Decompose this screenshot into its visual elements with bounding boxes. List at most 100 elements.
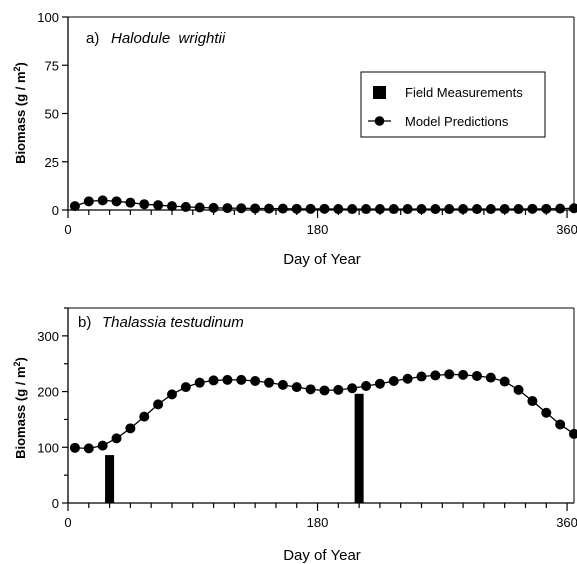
panel-b-model-point <box>166 389 177 400</box>
panel-a-model-point <box>222 203 233 214</box>
panel-b-model-point <box>541 407 552 418</box>
panel-b-model-point <box>319 385 330 396</box>
panel-b-model-point <box>527 396 538 407</box>
panel-b-model-point <box>471 370 482 381</box>
panel-a-y-tick-label: 0 <box>52 203 59 218</box>
panel-b-ylabel: Biomass (g / m2) <box>12 357 28 459</box>
panel-b-field-bar <box>354 393 364 503</box>
panel-b-marks: 0 100 200 300 0 180 360 <box>37 307 577 530</box>
panel-a-model-point <box>125 197 136 208</box>
panel-a-model-point <box>361 204 372 215</box>
panel-a-model-point <box>83 196 94 207</box>
panel-b-model-point <box>111 433 122 444</box>
panel-a-model-point <box>416 204 427 215</box>
panel-a-model-point <box>402 204 413 215</box>
panel-b-x-tick-label: 0 <box>64 515 71 530</box>
panel-a-model-point <box>555 203 566 214</box>
panel-b-model-point <box>402 373 413 384</box>
panel-a-model-point <box>430 204 441 215</box>
panel-b-model-point <box>264 377 275 388</box>
panel-a: 0 25 50 75 100 0 180 360 a) Halodule wrightii D… <box>12 10 577 268</box>
panel-a-ylabel-close: ) <box>13 62 28 66</box>
panel-b-model-point <box>291 382 302 393</box>
panel-a-xlabel: Day of Year <box>283 251 361 268</box>
panel-b-model-point <box>180 382 191 393</box>
panel-b-model-point <box>416 371 427 382</box>
legend-model-marker <box>374 116 385 126</box>
panel-a-model-point <box>333 204 344 215</box>
panel-a-model-point <box>194 202 205 213</box>
panel-a-marks: 0 25 50 75 100 0 180 360 <box>37 10 577 237</box>
panel-b-model-point <box>555 419 566 430</box>
panel-b-title: Thalassia testudinum <box>102 314 244 331</box>
panel-b-model-point <box>236 374 247 385</box>
panel-a-model-point <box>180 201 191 212</box>
panel-a-y-tick-label: 100 <box>37 10 59 25</box>
panel-a-x-tick-label: 180 <box>307 222 329 237</box>
panel-a-label: a) <box>86 30 99 47</box>
panel-b-model-point <box>499 376 510 387</box>
panel-a-model-point <box>69 201 80 212</box>
legend: Field Measurements Model Predictions <box>360 71 546 138</box>
panel-b-xlabel: Day of Year <box>283 547 361 564</box>
legend-field-swatch <box>373 86 386 99</box>
panel-a-model-point <box>388 204 399 215</box>
panel-b-model-point <box>97 440 108 451</box>
panel-a-y-tick-label: 25 <box>45 155 59 170</box>
panel-a-model-point <box>527 203 538 214</box>
panel-a-x-tick-label: 360 <box>556 222 577 237</box>
panel-a-model-point <box>319 203 330 214</box>
panel-b-model-point <box>374 378 385 389</box>
panel-b-ylabel-text: Biomass (g / m <box>13 366 28 458</box>
panel-a-model-point <box>485 204 496 215</box>
panel-b-model-point <box>430 370 441 381</box>
panel-a-model-point <box>569 203 577 214</box>
legend-model-label: Model Predictions <box>405 114 509 129</box>
panel-a-model-point <box>277 203 288 214</box>
panel-a-model-point <box>541 203 552 214</box>
panel-a-y-tick-label: 50 <box>45 107 59 122</box>
panel-a-model-point <box>97 195 108 206</box>
panel-a-model-point <box>444 204 455 215</box>
panel-a-ylabel: Biomass (g / m2) <box>12 62 28 164</box>
panel-a-y-tick-label: 75 <box>45 58 59 73</box>
panel-a-model-point <box>347 204 358 215</box>
panel-b-model-line <box>74 373 575 450</box>
panel-b-model-point <box>222 374 233 385</box>
panel-b-model-point <box>277 379 288 390</box>
panel-b-y-tick-label: 0 <box>52 496 59 511</box>
panel-b-model-point <box>361 381 372 391</box>
panel-a-title: Halodule wrightii <box>111 30 226 47</box>
panel-b-x-tick-label: 180 <box>307 515 329 530</box>
legend-box <box>360 71 546 138</box>
legend-field-label: Field Measurements <box>405 85 523 100</box>
panel-b-y-tick-label: 200 <box>37 385 59 400</box>
panel-b-ylabel-sup: 2 <box>12 361 22 366</box>
panel-b-model-point <box>305 384 316 395</box>
panel-a-model-point <box>166 201 177 212</box>
panel-a-model-point <box>208 202 219 213</box>
panel-a-model-point <box>139 199 150 210</box>
panel-b-model-point <box>458 369 469 380</box>
panel-b-model-point <box>347 383 358 394</box>
panel-a-ylabel-sup: 2 <box>12 66 22 71</box>
panel-b-field-bar <box>105 455 115 503</box>
panel-b-ylabel-close: ) <box>13 357 28 361</box>
panel-a-ylabel-text: Biomass (g / m <box>13 71 28 163</box>
panel-a-model-point <box>513 204 524 215</box>
panel-b-model-point <box>569 428 577 439</box>
panel-a-model-point <box>250 203 261 214</box>
panel-b-model-point <box>194 377 205 388</box>
panel-a-model-point <box>471 204 482 215</box>
panel-b-model-point <box>139 411 150 422</box>
panel-b-model-point <box>153 399 164 410</box>
panel-b-y-tick-label: 100 <box>37 440 59 455</box>
panel-a-model-point <box>291 203 302 214</box>
panel-a-model-point <box>374 204 385 215</box>
panel-b-model-point <box>513 384 524 395</box>
panel-b-y-tick-label: 300 <box>37 329 59 344</box>
panel-a-x-tick-label: 0 <box>64 222 71 237</box>
panel-b-model-point <box>444 369 455 380</box>
panel-b-model-point <box>208 375 219 386</box>
